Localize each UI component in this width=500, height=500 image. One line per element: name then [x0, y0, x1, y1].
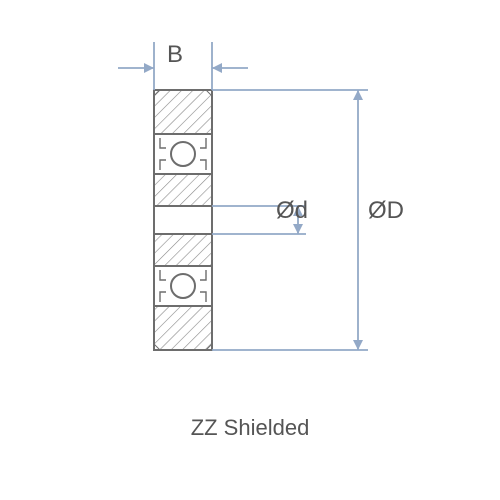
label-d: Ød [276, 197, 308, 224]
diagram-caption: ZZ Shielded [0, 415, 500, 441]
diagram-canvas: B ØD Ød ZZ Shielded [0, 0, 500, 500]
label-B: B [167, 41, 183, 68]
label-D: ØD [368, 197, 404, 224]
